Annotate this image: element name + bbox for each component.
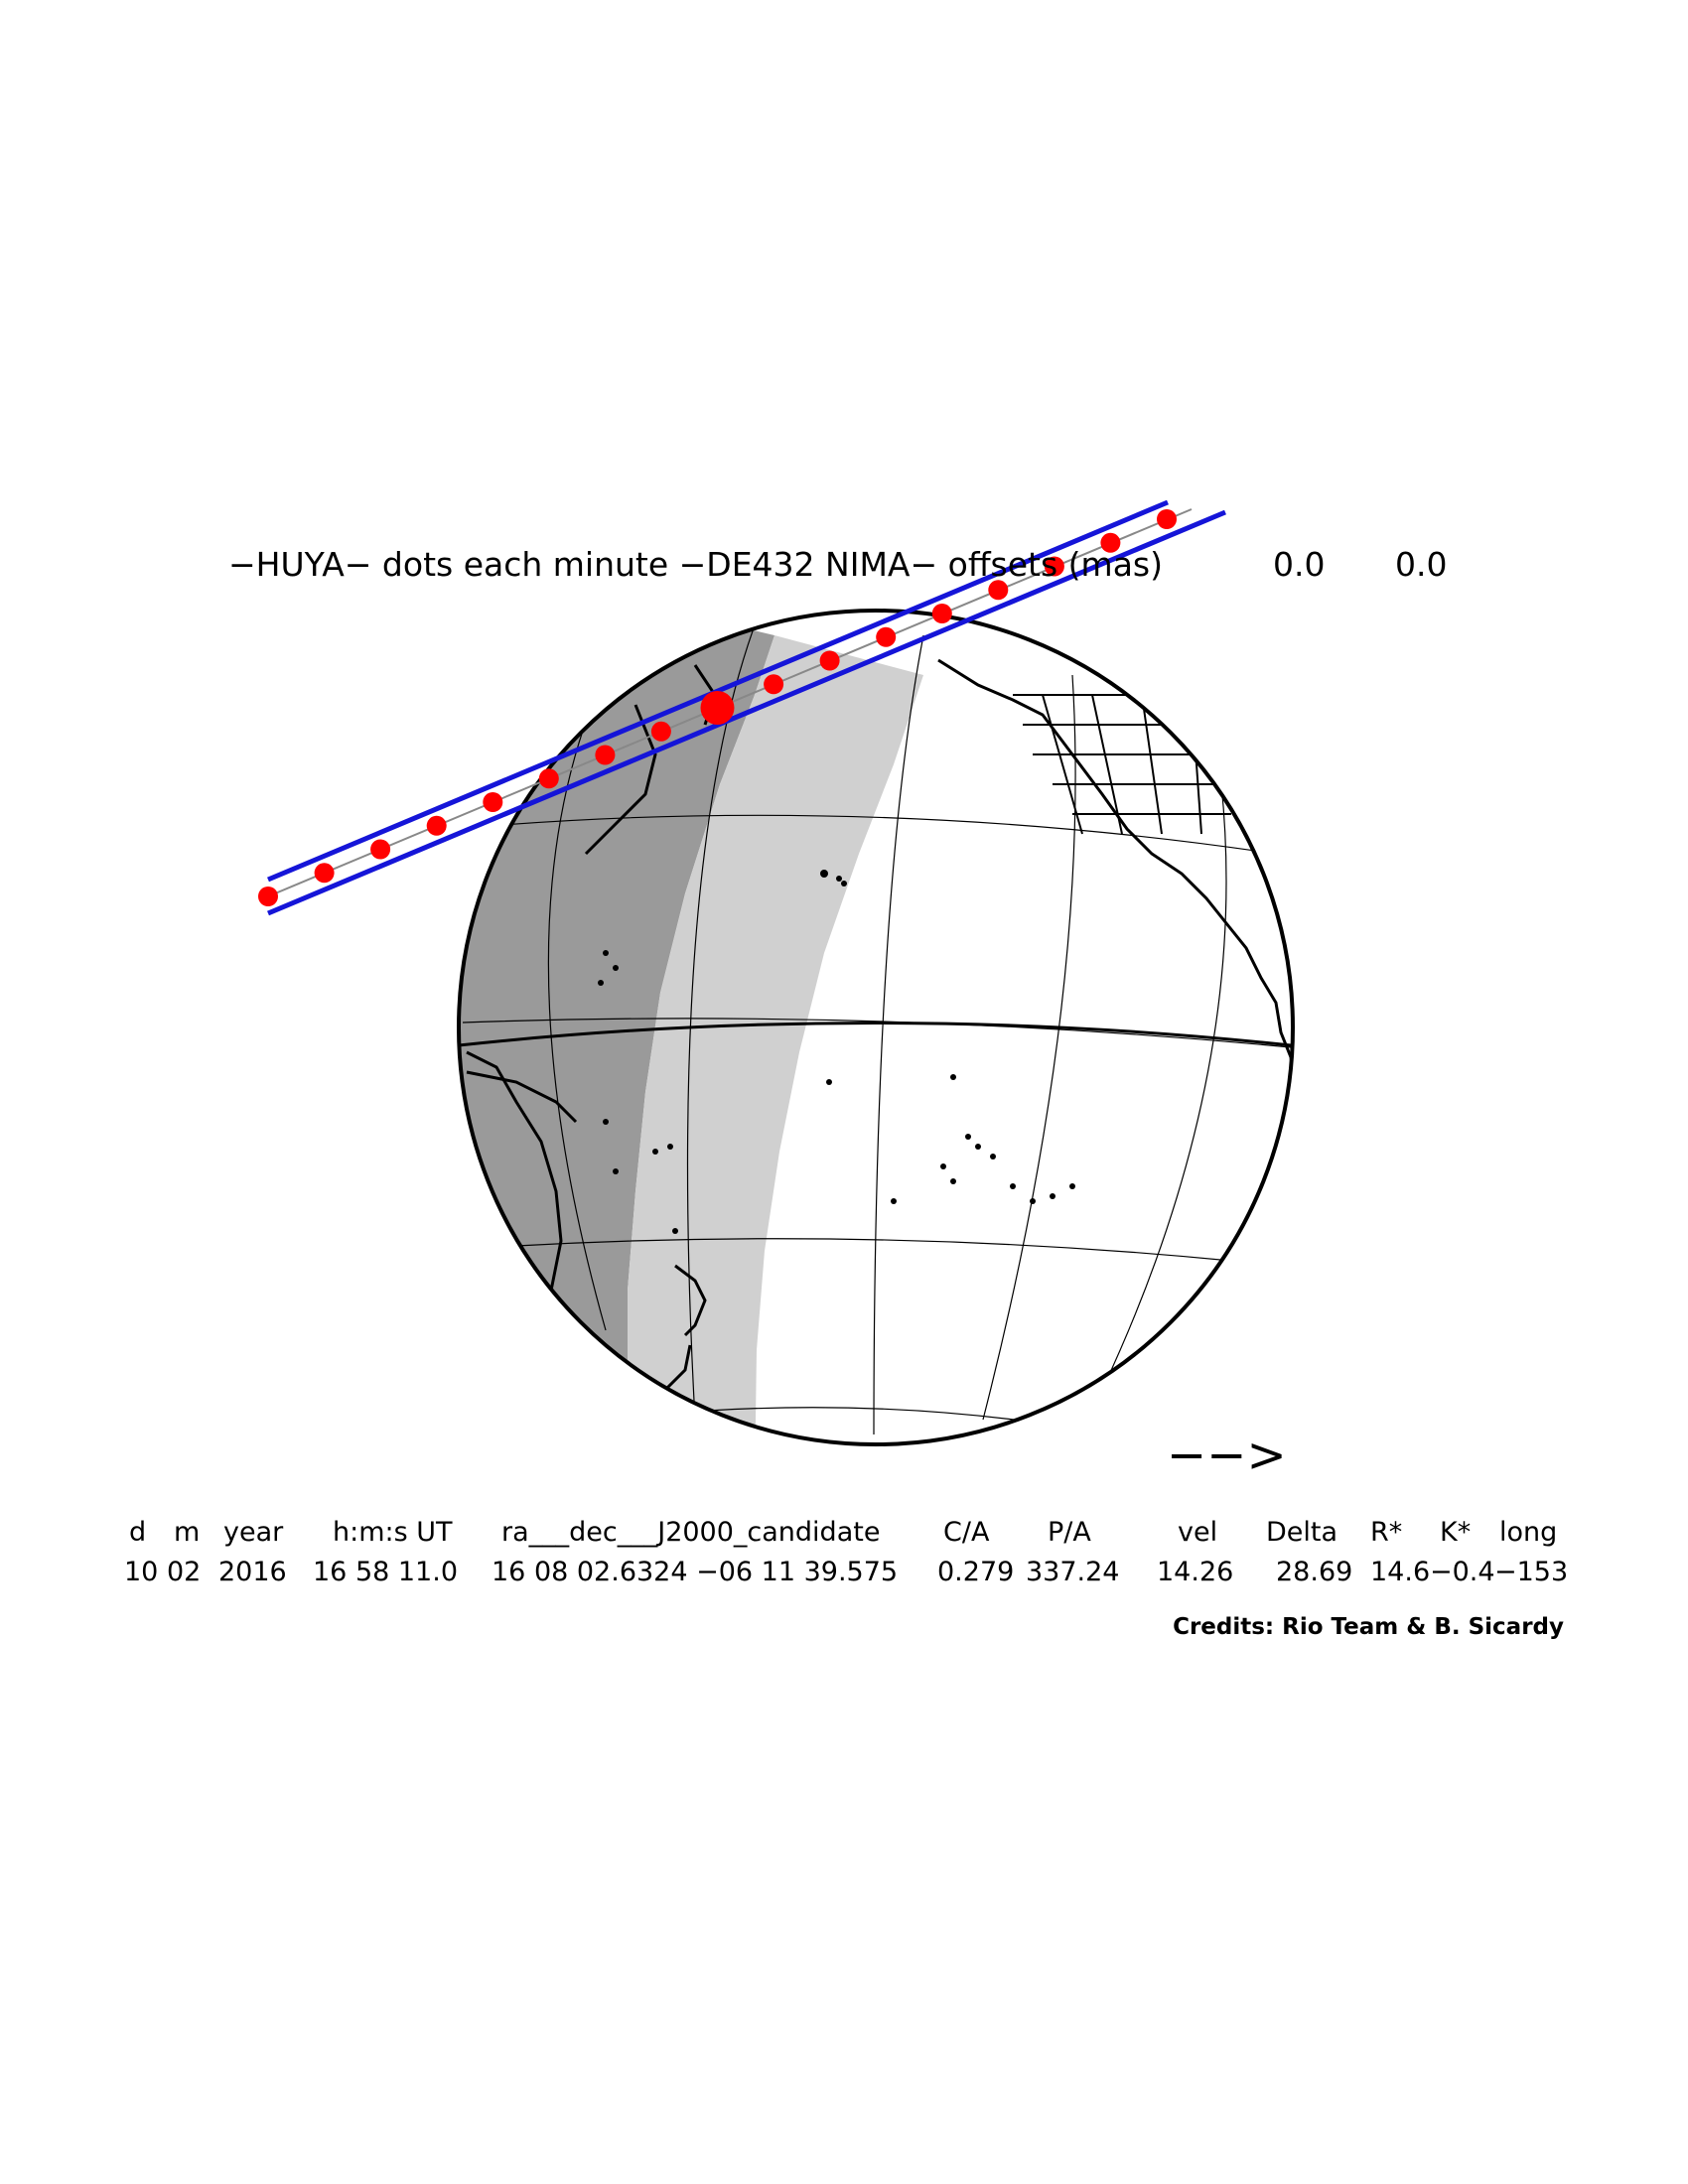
value-r-star: 14.6 — [1370, 1557, 1430, 1587]
value-delta: 28.69 — [1276, 1557, 1352, 1587]
header-m: m — [174, 1517, 200, 1548]
minute-dot — [819, 650, 840, 671]
twilight-region — [628, 635, 923, 1444]
minute-dot — [876, 626, 897, 647]
north-limit-line — [267, 499, 1169, 883]
value-ca: 0.279 — [937, 1557, 1014, 1587]
header-delta: Delta — [1266, 1517, 1337, 1548]
minute-dot — [988, 580, 1009, 601]
header-vel: vel — [1178, 1517, 1217, 1548]
occultation-path — [258, 499, 1226, 916]
closest-approach-dot — [700, 691, 735, 725]
minute-dot — [426, 815, 447, 836]
minute-dot — [1044, 556, 1064, 577]
minute-dot — [483, 792, 503, 812]
value-vel: 14.26 — [1157, 1557, 1233, 1587]
minute-dot — [370, 839, 391, 860]
value-m: 02 — [167, 1557, 201, 1587]
value-pa: 337.24 — [1026, 1557, 1119, 1587]
value-long: −153 — [1494, 1557, 1568, 1587]
south-limit-line — [267, 509, 1226, 916]
value-ra-dec: 16 08 02.6324 −06 11 39.575 — [492, 1557, 898, 1587]
header-year: year — [223, 1517, 284, 1548]
globe-outline — [457, 609, 1295, 1446]
minute-dot — [1157, 509, 1177, 529]
direction-arrow: −−> — [1167, 1428, 1287, 1483]
value-year: 2016 — [218, 1557, 287, 1587]
value-k-star: −0.4 — [1430, 1557, 1495, 1587]
offset-ra-value: 0.0 — [1273, 545, 1325, 584]
minute-dot — [538, 768, 559, 789]
credits-text: Credits: Rio Team & B. Sicardy — [1173, 1614, 1564, 1640]
header-k-star: K* — [1440, 1517, 1471, 1548]
header-r-star: R* — [1370, 1517, 1402, 1548]
header-ra-dec: ra___dec___J2000_candidate — [501, 1517, 880, 1548]
minute-dot — [1100, 532, 1121, 553]
header-long: long — [1499, 1517, 1557, 1548]
minute-dot — [931, 604, 952, 623]
north-america-coast — [937, 658, 1293, 1093]
globe — [457, 609, 1295, 1446]
header-d: d — [129, 1517, 146, 1548]
minute-dot — [595, 745, 616, 765]
new-guinea-coast — [466, 1070, 578, 1124]
header-pa: P/A — [1048, 1517, 1091, 1548]
value-d: 10 — [124, 1557, 158, 1587]
data-table: d m year h:m:s UT ra___dec___J2000_candi… — [124, 1517, 1568, 1587]
equator-line — [459, 1022, 1292, 1047]
minute-dot — [764, 674, 784, 695]
minute-dot — [650, 721, 671, 742]
minute-dots — [258, 509, 1177, 906]
minute-dot — [258, 887, 278, 906]
header-ca: C/A — [943, 1517, 990, 1548]
map-title: −HUYA− dots each minute −DE432 NIMA− off… — [228, 545, 1163, 584]
offset-dec-value: 0.0 — [1395, 545, 1447, 584]
header-hms-ut: h:m:s UT — [333, 1517, 453, 1548]
pacific-islands — [598, 870, 1075, 1234]
minute-dot — [314, 863, 335, 884]
value-hms-ut: 16 58 11.0 — [313, 1557, 458, 1587]
